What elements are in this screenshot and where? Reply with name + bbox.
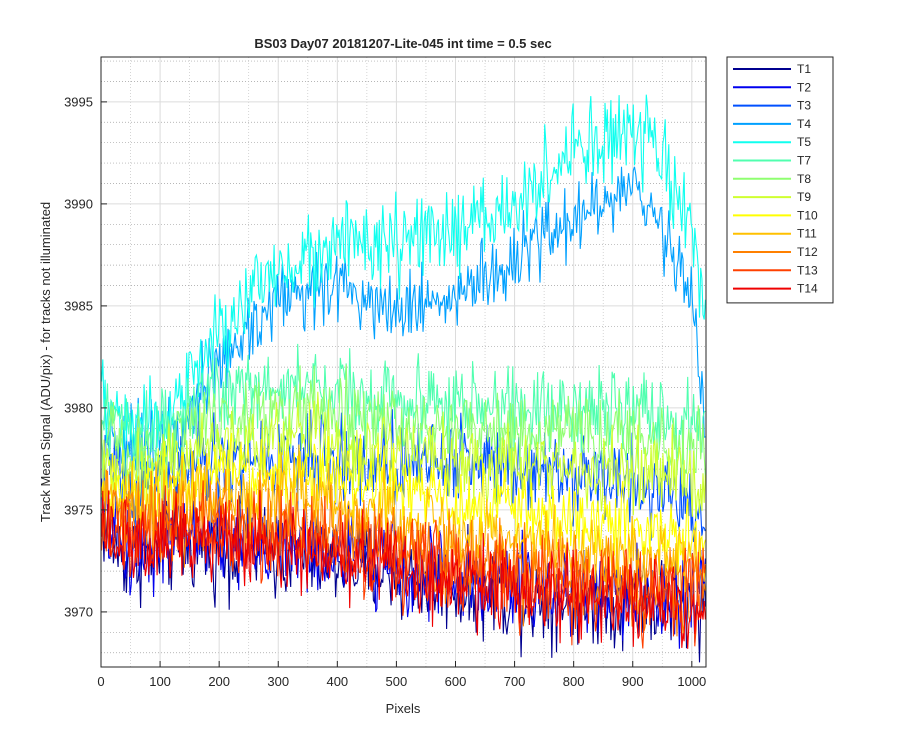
y-tick-label: 3985 xyxy=(64,298,93,313)
x-tick-label: 900 xyxy=(622,674,644,689)
y-tick-label: 3990 xyxy=(64,196,93,211)
x-axis-label: Pixels xyxy=(386,701,421,716)
legend-label: T5 xyxy=(797,135,811,149)
y-axis-label: Track Mean Signal (ADU/pix) - for tracks… xyxy=(38,202,53,522)
y-tick-label: 3975 xyxy=(64,502,93,517)
x-tick-label: 500 xyxy=(386,674,408,689)
x-tick-label: 700 xyxy=(504,674,526,689)
x-tick-label: 400 xyxy=(326,674,348,689)
series-line-t9 xyxy=(101,391,706,520)
legend-label: T1 xyxy=(797,62,811,76)
x-tick-label: 600 xyxy=(445,674,467,689)
legend-label: T4 xyxy=(797,117,811,131)
legend-label: T7 xyxy=(797,154,811,168)
legend-label: T3 xyxy=(797,99,811,113)
x-tick-label: 0 xyxy=(97,674,104,689)
x-tick-label: 100 xyxy=(149,674,171,689)
series-line-t13 xyxy=(101,480,706,649)
plot-frame xyxy=(100,56,707,668)
x-tick-label: 1000 xyxy=(677,674,706,689)
legend-label: T10 xyxy=(797,208,818,222)
y-tick-label: 3980 xyxy=(64,400,93,415)
legend-label: T2 xyxy=(797,80,811,94)
legend-label: T14 xyxy=(797,282,818,296)
legend-label: T8 xyxy=(797,172,811,186)
series-line-t14 xyxy=(101,490,706,649)
legend-label: T9 xyxy=(797,190,811,204)
legend-label: T12 xyxy=(797,245,818,259)
y-tick-label: 3995 xyxy=(64,94,93,109)
chart-title: BS03 Day07 20181207-Lite-045 int time = … xyxy=(254,36,551,51)
legend-box xyxy=(726,56,834,304)
series-line-t7 xyxy=(101,343,706,481)
x-tick-label: 300 xyxy=(267,674,289,689)
series-lines xyxy=(101,94,706,663)
axis-ticks: 0 100 200 300 400 500 600 700 800 900 1000 3970 3975… xyxy=(64,94,706,689)
legend: T1 T2 T3 T4 T5 T7 T8 T9 T10 T11 T12 T13 T14 xyxy=(726,56,834,304)
series-line-t4 xyxy=(101,166,706,492)
y-tick-label: 3970 xyxy=(64,604,93,619)
legend-label: T13 xyxy=(797,263,818,277)
legend-label: T11 xyxy=(797,227,817,241)
x-tick-label: 200 xyxy=(208,674,230,689)
x-tick-label: 800 xyxy=(563,674,585,689)
